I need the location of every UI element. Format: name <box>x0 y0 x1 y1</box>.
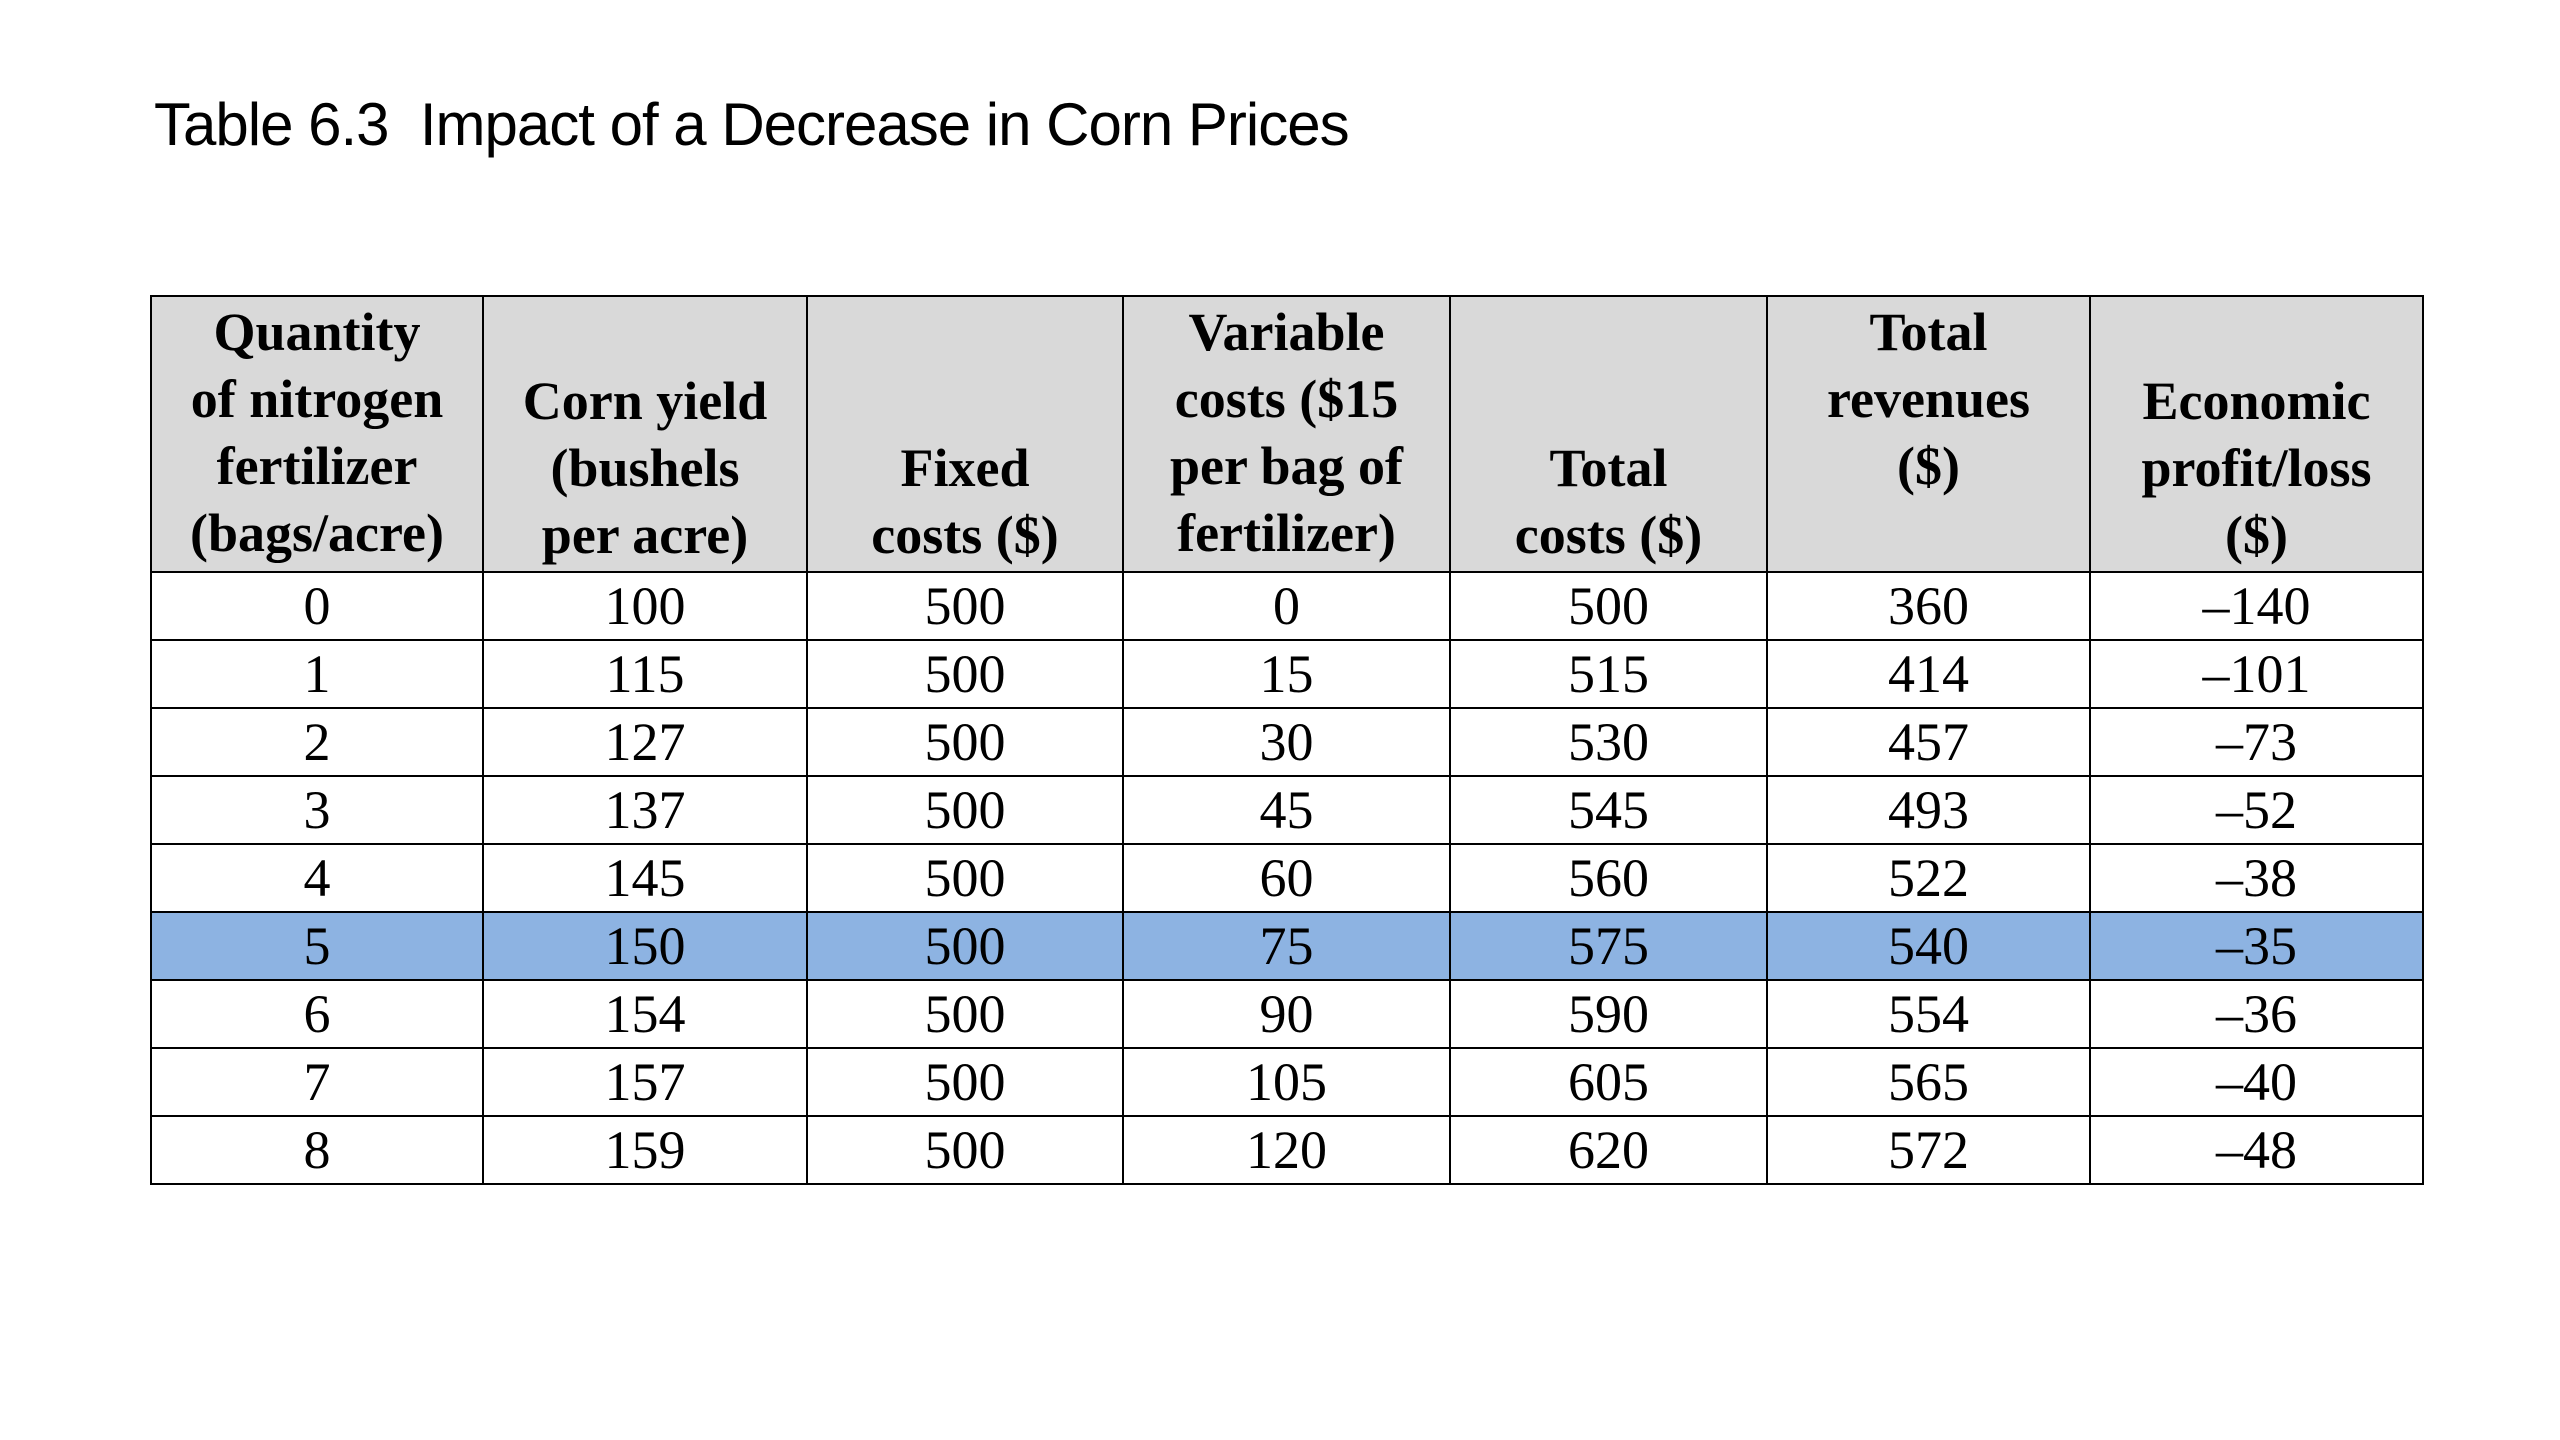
profit-loss-cell: –36 <box>2090 980 2423 1048</box>
table-row: 1 115 500 15 515 414 –101 <box>151 640 2423 708</box>
total-revenues-cell: 572 <box>1767 1116 2090 1184</box>
total-costs-cell: 590 <box>1450 980 1767 1048</box>
header-row: Quantity of nitrogen fertilizer (bags/ac… <box>151 296 2423 572</box>
total-revenues-cell: 554 <box>1767 980 2090 1048</box>
total-costs-cell: 515 <box>1450 640 1767 708</box>
profit-loss-cell: –73 <box>2090 708 2423 776</box>
quantity-cell: 7 <box>151 1048 483 1116</box>
fixed-costs-cell: 500 <box>807 844 1123 912</box>
corn-yield-cell: 100 <box>483 572 807 640</box>
total-revenues-cell: 522 <box>1767 844 2090 912</box>
fixed-costs-cell: 500 <box>807 912 1123 980</box>
data-table: Quantity of nitrogen fertilizer (bags/ac… <box>150 295 2424 1185</box>
header-variable-costs: Variable costs ($15 per bag of fertilize… <box>1123 296 1450 572</box>
table-row: 4 145 500 60 560 522 –38 <box>151 844 2423 912</box>
quantity-cell: 1 <box>151 640 483 708</box>
corn-yield-cell: 115 <box>483 640 807 708</box>
table-row-highlighted: 5 150 500 75 575 540 –35 <box>151 912 2423 980</box>
table-row: 8 159 500 120 620 572 –48 <box>151 1116 2423 1184</box>
table-row: 2 127 500 30 530 457 –73 <box>151 708 2423 776</box>
header-fixed-costs: Fixed costs ($) <box>807 296 1123 572</box>
fixed-costs-cell: 500 <box>807 776 1123 844</box>
header-total-costs: Total costs ($) <box>1450 296 1767 572</box>
fixed-costs-cell: 500 <box>807 640 1123 708</box>
variable-costs-cell: 90 <box>1123 980 1450 1048</box>
total-revenues-cell: 540 <box>1767 912 2090 980</box>
table-row: 3 137 500 45 545 493 –52 <box>151 776 2423 844</box>
page-title: Table 6.3 Impact of a Decrease in Corn P… <box>154 90 1349 159</box>
total-costs-cell: 620 <box>1450 1116 1767 1184</box>
quantity-cell: 8 <box>151 1116 483 1184</box>
total-revenues-cell: 565 <box>1767 1048 2090 1116</box>
profit-loss-cell: –40 <box>2090 1048 2423 1116</box>
total-revenues-cell: 457 <box>1767 708 2090 776</box>
total-revenues-cell: 414 <box>1767 640 2090 708</box>
corn-yield-cell: 127 <box>483 708 807 776</box>
corn-yield-cell: 154 <box>483 980 807 1048</box>
variable-costs-cell: 45 <box>1123 776 1450 844</box>
corn-yield-cell: 150 <box>483 912 807 980</box>
profit-loss-cell: –48 <box>2090 1116 2423 1184</box>
total-costs-cell: 530 <box>1450 708 1767 776</box>
corn-yield-cell: 137 <box>483 776 807 844</box>
corn-yield-cell: 159 <box>483 1116 807 1184</box>
header-economic-profit-loss: Economic profit/loss ($) <box>2090 296 2423 572</box>
total-costs-cell: 560 <box>1450 844 1767 912</box>
fixed-costs-cell: 500 <box>807 1116 1123 1184</box>
table-row: 7 157 500 105 605 565 –40 <box>151 1048 2423 1116</box>
table-body: 0 100 500 0 500 360 –140 1 115 500 15 515 414 –101 2 12… <box>151 572 2423 1184</box>
variable-costs-cell: 15 <box>1123 640 1450 708</box>
profit-loss-cell: –52 <box>2090 776 2423 844</box>
quantity-cell: 6 <box>151 980 483 1048</box>
profit-loss-cell: –38 <box>2090 844 2423 912</box>
header-total-revenues: Total revenues ($) <box>1767 296 2090 572</box>
total-costs-cell: 575 <box>1450 912 1767 980</box>
fixed-costs-cell: 500 <box>807 708 1123 776</box>
fixed-costs-cell: 500 <box>807 572 1123 640</box>
total-costs-cell: 545 <box>1450 776 1767 844</box>
header-corn-yield: Corn yield (bushels per acre) <box>483 296 807 572</box>
quantity-cell: 4 <box>151 844 483 912</box>
variable-costs-cell: 120 <box>1123 1116 1450 1184</box>
corn-yield-cell: 157 <box>483 1048 807 1116</box>
variable-costs-cell: 30 <box>1123 708 1450 776</box>
total-costs-cell: 605 <box>1450 1048 1767 1116</box>
corn-yield-cell: 145 <box>483 844 807 912</box>
table-row: 6 154 500 90 590 554 –36 <box>151 980 2423 1048</box>
profit-loss-cell: –35 <box>2090 912 2423 980</box>
fixed-costs-cell: 500 <box>807 1048 1123 1116</box>
total-costs-cell: 500 <box>1450 572 1767 640</box>
quantity-cell: 5 <box>151 912 483 980</box>
profit-loss-cell: –140 <box>2090 572 2423 640</box>
variable-costs-cell: 60 <box>1123 844 1450 912</box>
profit-loss-cell: –101 <box>2090 640 2423 708</box>
variable-costs-cell: 75 <box>1123 912 1450 980</box>
fixed-costs-cell: 500 <box>807 980 1123 1048</box>
total-revenues-cell: 493 <box>1767 776 2090 844</box>
header-quantity-nitrogen: Quantity of nitrogen fertilizer (bags/ac… <box>151 296 483 572</box>
variable-costs-cell: 0 <box>1123 572 1450 640</box>
total-revenues-cell: 360 <box>1767 572 2090 640</box>
table-row: 0 100 500 0 500 360 –140 <box>151 572 2423 640</box>
quantity-cell: 2 <box>151 708 483 776</box>
variable-costs-cell: 105 <box>1123 1048 1450 1116</box>
quantity-cell: 3 <box>151 776 483 844</box>
quantity-cell: 0 <box>151 572 483 640</box>
